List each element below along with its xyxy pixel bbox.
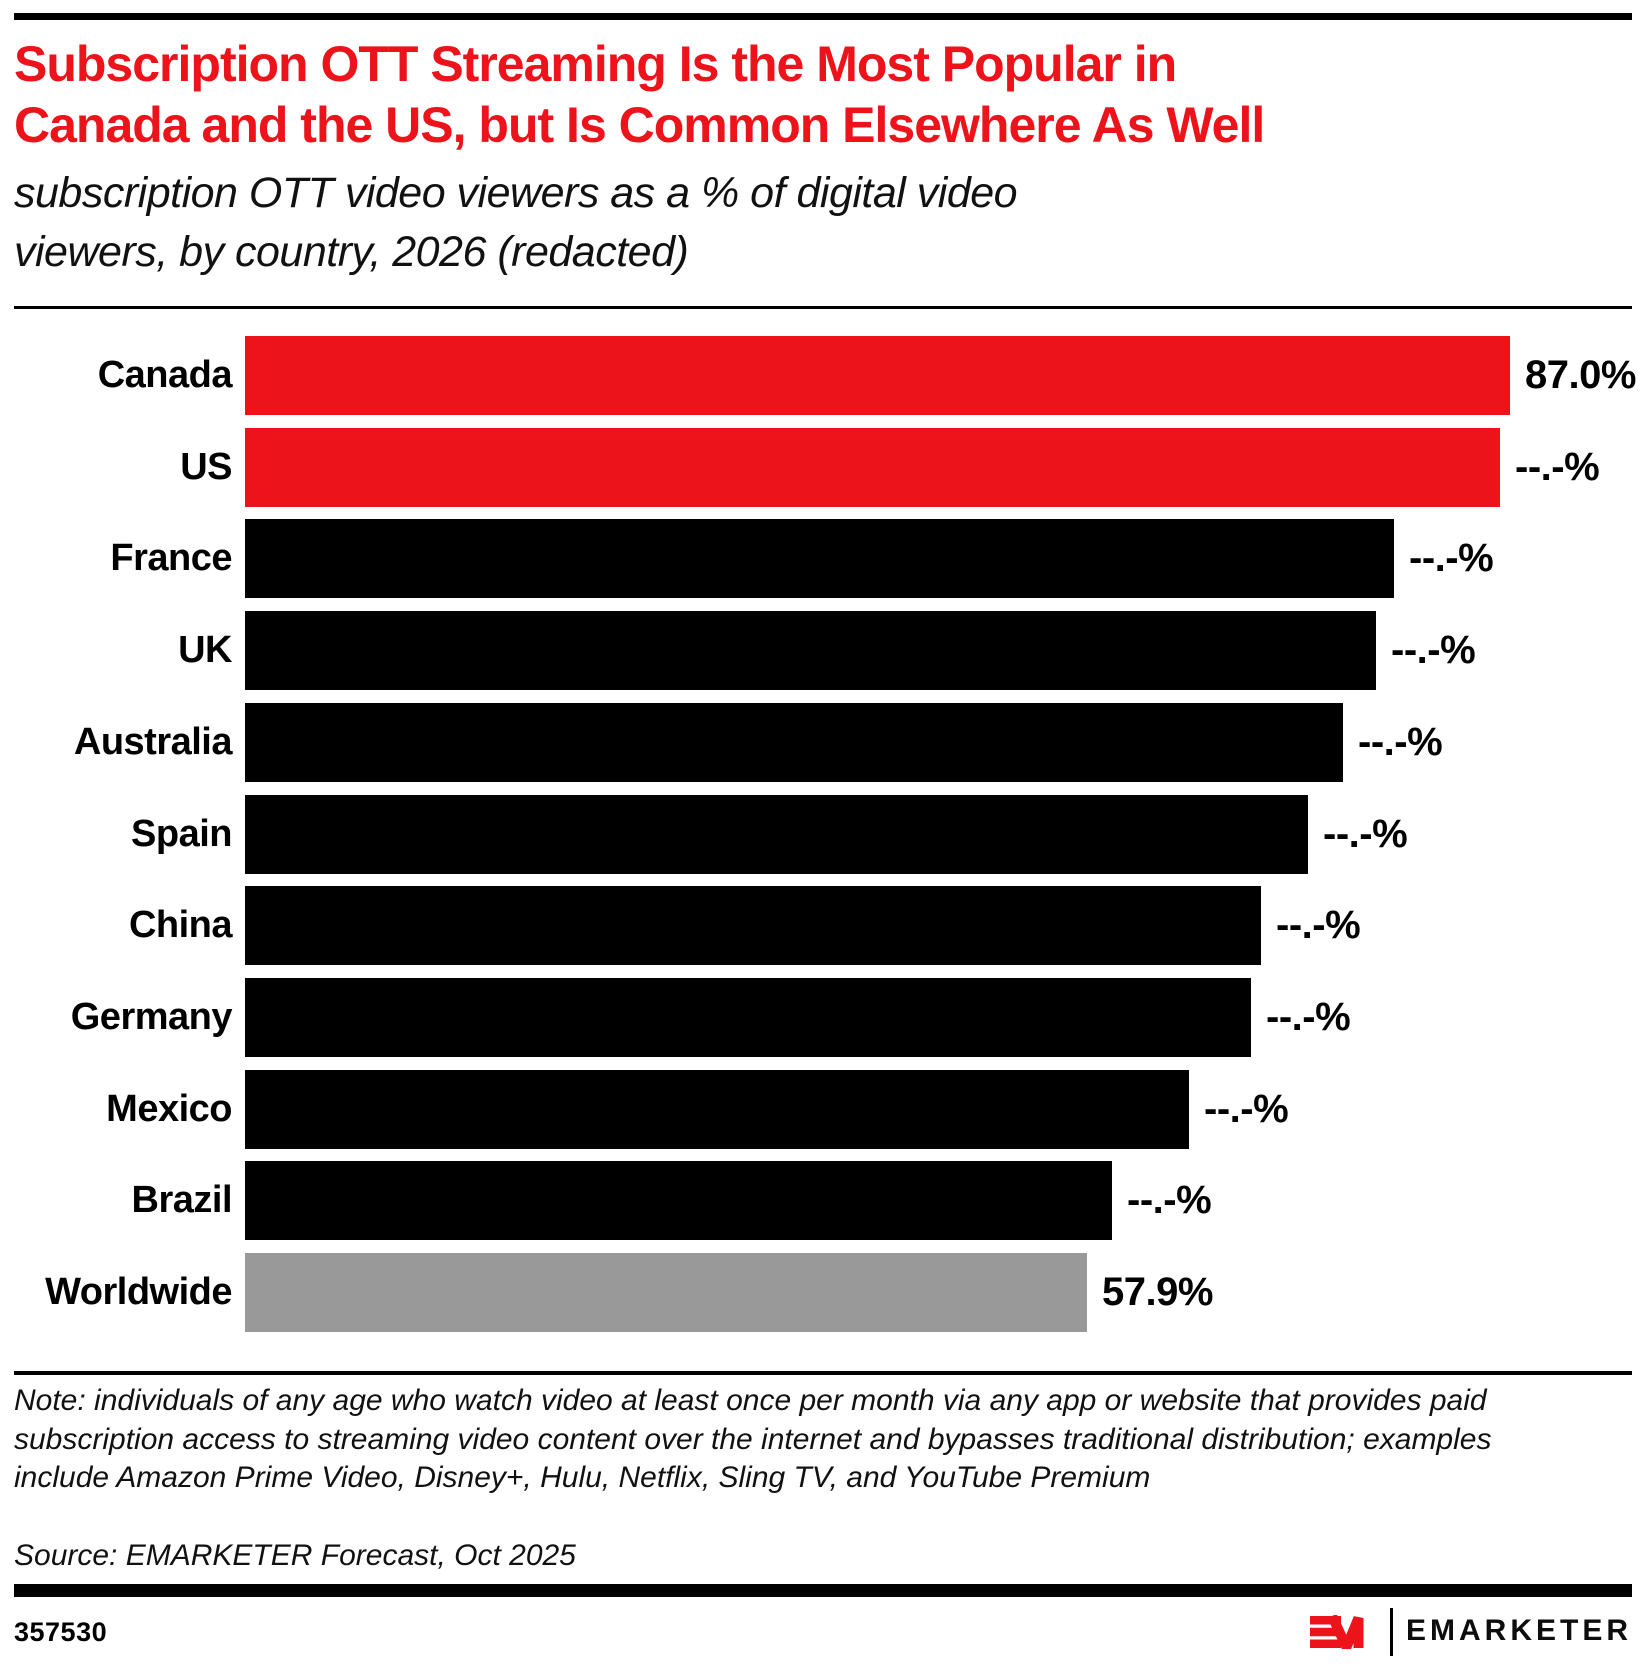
- em-logo-icon: [1309, 1615, 1364, 1649]
- bar: [245, 703, 1343, 782]
- chart-row: US --.-%: [14, 428, 1600, 507]
- bar-label: Canada: [97, 354, 233, 396]
- bar: [245, 519, 1394, 598]
- bar-value: --.-%: [1409, 536, 1494, 580]
- bar-label: UK: [178, 629, 232, 671]
- bar-value: --.-%: [1391, 628, 1476, 672]
- bar-label: Worldwide: [45, 1271, 232, 1313]
- bar: [245, 795, 1308, 874]
- bar-label: US: [180, 446, 232, 488]
- emarketer-logo: EMARKETER: [1309, 1608, 1632, 1656]
- bar: [245, 886, 1261, 965]
- chart-row: Spain --.-%: [14, 795, 1408, 874]
- chart-row: Canada 87.0%: [14, 336, 1636, 415]
- bar-label: Brazil: [131, 1179, 233, 1221]
- bar-value: --.-%: [1323, 812, 1408, 856]
- bar-value: --.-%: [1204, 1087, 1289, 1131]
- page-subtitle-line2: viewers, by country, 2026 (redacted): [14, 228, 689, 276]
- chart-source: Source: EMARKETER Forecast, Oct 2025: [14, 1539, 576, 1572]
- chart-row: Worldwide 57.9%: [14, 1253, 1213, 1332]
- bar-value: 87.0%: [1525, 353, 1636, 397]
- chart-row: China --.-%: [14, 886, 1361, 965]
- page-subtitle-line1: subscription OTT video viewers as a % of…: [14, 169, 1018, 217]
- page-title: Subscription OTT Streaming Is the Most P…: [14, 34, 1614, 156]
- chart-note: Note: individuals of any age who watch v…: [14, 1384, 1492, 1494]
- top-rule: [14, 13, 1632, 20]
- bar: [245, 978, 1251, 1057]
- bar: [245, 336, 1510, 415]
- bar-label: Mexico: [106, 1088, 232, 1130]
- header-divider: [14, 306, 1632, 309]
- chart-row: France --.-%: [14, 519, 1494, 598]
- bar-value: --.-%: [1127, 1178, 1212, 1222]
- bar-chart: Canada 87.0% US --.-% France --.-% UK --.-% Aust…: [14, 336, 1636, 1336]
- bar-value: --.-%: [1276, 903, 1361, 947]
- page-title-line2: Canada and the US, but Is Common Elsewhe…: [14, 97, 1265, 153]
- bar-value: --.-%: [1266, 995, 1351, 1039]
- footer-divider: [14, 1584, 1632, 1597]
- bar-label: Germany: [70, 996, 233, 1038]
- bar: [245, 1070, 1189, 1149]
- bar-label: Spain: [131, 813, 232, 855]
- page-title-line1: Subscription OTT Streaming Is the Most P…: [14, 36, 1177, 92]
- chart-row: Germany --.-%: [14, 978, 1351, 1057]
- chart-id: 357530: [14, 1616, 108, 1647]
- chart-row: Brazil --.-%: [14, 1161, 1212, 1240]
- page-subtitle: subscription OTT video viewers as a % of…: [14, 164, 1614, 282]
- bar: [245, 1253, 1087, 1332]
- emarketer-wordmark: EMARKETER: [1405, 1614, 1632, 1647]
- bar-value: --.-%: [1358, 720, 1443, 764]
- bar-value: --.-%: [1515, 445, 1600, 489]
- bar-label: Australia: [73, 721, 233, 763]
- bar: [245, 428, 1500, 507]
- bar: [245, 1161, 1112, 1240]
- bar: [245, 611, 1376, 690]
- bar-value: 57.9%: [1102, 1270, 1213, 1314]
- chart-row: Mexico --.-%: [14, 1070, 1289, 1149]
- note-divider: [14, 1371, 1632, 1375]
- chart-row: Australia --.-%: [14, 703, 1443, 782]
- logo-divider: [1389, 1608, 1393, 1656]
- footer: 357530 EMARKETER: [14, 1602, 1632, 1662]
- bar-label: China: [128, 904, 233, 946]
- bar-label: France: [110, 537, 232, 579]
- chart-row: UK --.-%: [14, 611, 1476, 690]
